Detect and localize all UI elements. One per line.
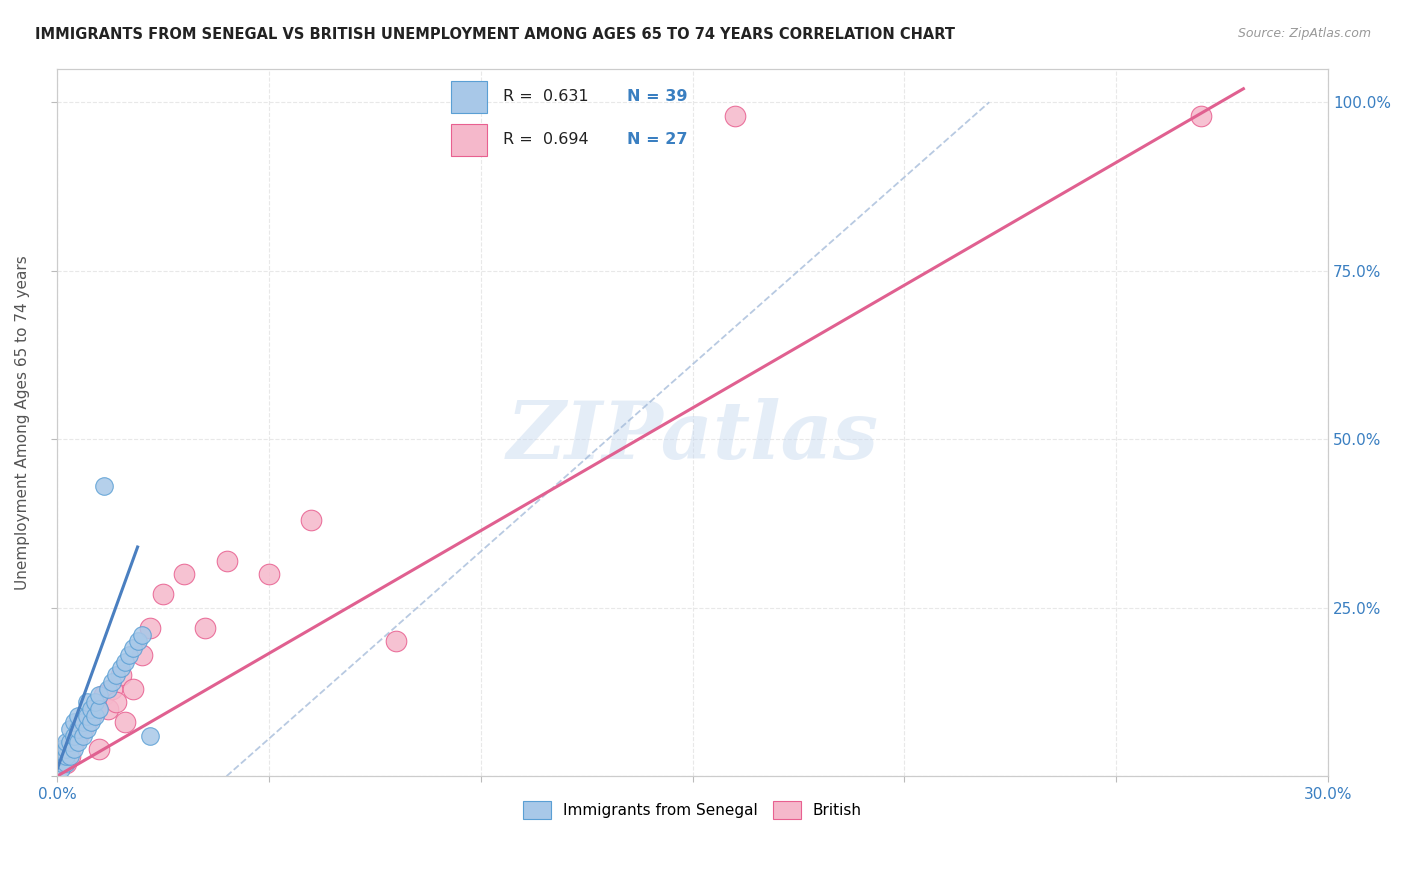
Point: [55, 748, 77, 763]
Point: [55, 735, 77, 749]
Point: [76, 715, 98, 730]
Point: [1189, 109, 1212, 123]
Point: [173, 566, 195, 581]
Point: [72, 722, 94, 736]
Point: [55, 742, 77, 756]
FancyBboxPatch shape: [451, 81, 486, 112]
Point: [51, 756, 73, 770]
Point: [89, 702, 111, 716]
Point: [51, 742, 73, 756]
Point: [72, 729, 94, 743]
Point: [724, 109, 747, 123]
Point: [80, 708, 103, 723]
Text: N = 27: N = 27: [627, 132, 688, 147]
Point: [84, 702, 107, 716]
Point: [118, 648, 141, 662]
Point: [89, 688, 111, 702]
Text: IMMIGRANTS FROM SENEGAL VS BRITISH UNEMPLOYMENT AMONG AGES 65 TO 74 YEARS CORREL: IMMIGRANTS FROM SENEGAL VS BRITISH UNEMP…: [35, 27, 955, 42]
Legend: Immigrants from Senegal, British: Immigrants from Senegal, British: [517, 796, 868, 825]
Point: [89, 742, 111, 756]
Point: [63, 729, 86, 743]
Point: [84, 708, 107, 723]
Point: [67, 729, 90, 743]
Point: [152, 587, 174, 601]
Point: [127, 634, 149, 648]
Point: [80, 702, 103, 716]
Point: [67, 722, 90, 736]
Point: [76, 722, 98, 736]
Point: [131, 648, 153, 662]
Point: [101, 681, 124, 696]
Point: [110, 668, 132, 682]
Point: [122, 681, 145, 696]
Point: [299, 513, 322, 527]
Point: [63, 715, 86, 730]
Point: [114, 655, 136, 669]
Point: [139, 621, 162, 635]
Point: [67, 708, 90, 723]
Point: [114, 715, 136, 730]
Point: [76, 695, 98, 709]
Text: N = 39: N = 39: [627, 89, 688, 104]
Point: [67, 735, 90, 749]
Point: [63, 742, 86, 756]
Point: [97, 702, 120, 716]
Point: [59, 735, 82, 749]
Y-axis label: Unemployment Among Ages 65 to 74 years: Unemployment Among Ages 65 to 74 years: [15, 255, 30, 590]
Point: [72, 715, 94, 730]
Point: [122, 641, 145, 656]
Point: [385, 634, 408, 648]
Text: R =  0.631: R = 0.631: [503, 89, 589, 104]
Point: [51, 763, 73, 777]
Point: [59, 748, 82, 763]
Point: [105, 668, 128, 682]
Point: [139, 729, 162, 743]
Point: [93, 479, 115, 493]
Point: [84, 695, 107, 709]
Point: [131, 627, 153, 641]
Point: [105, 695, 128, 709]
Point: [93, 688, 115, 702]
Point: [194, 621, 217, 635]
Point: [80, 715, 103, 730]
Point: [97, 681, 120, 696]
Point: [63, 735, 86, 749]
Point: [59, 722, 82, 736]
Point: [51, 748, 73, 763]
Point: [101, 674, 124, 689]
FancyBboxPatch shape: [451, 124, 486, 156]
Point: [76, 708, 98, 723]
Point: [257, 566, 280, 581]
Point: [110, 661, 132, 675]
Point: [215, 553, 238, 567]
Text: ZIPatlas: ZIPatlas: [506, 398, 879, 475]
Point: [59, 748, 82, 763]
Point: [55, 756, 77, 770]
Point: [55, 756, 77, 770]
Text: Source: ZipAtlas.com: Source: ZipAtlas.com: [1237, 27, 1371, 40]
Text: R =  0.694: R = 0.694: [503, 132, 589, 147]
